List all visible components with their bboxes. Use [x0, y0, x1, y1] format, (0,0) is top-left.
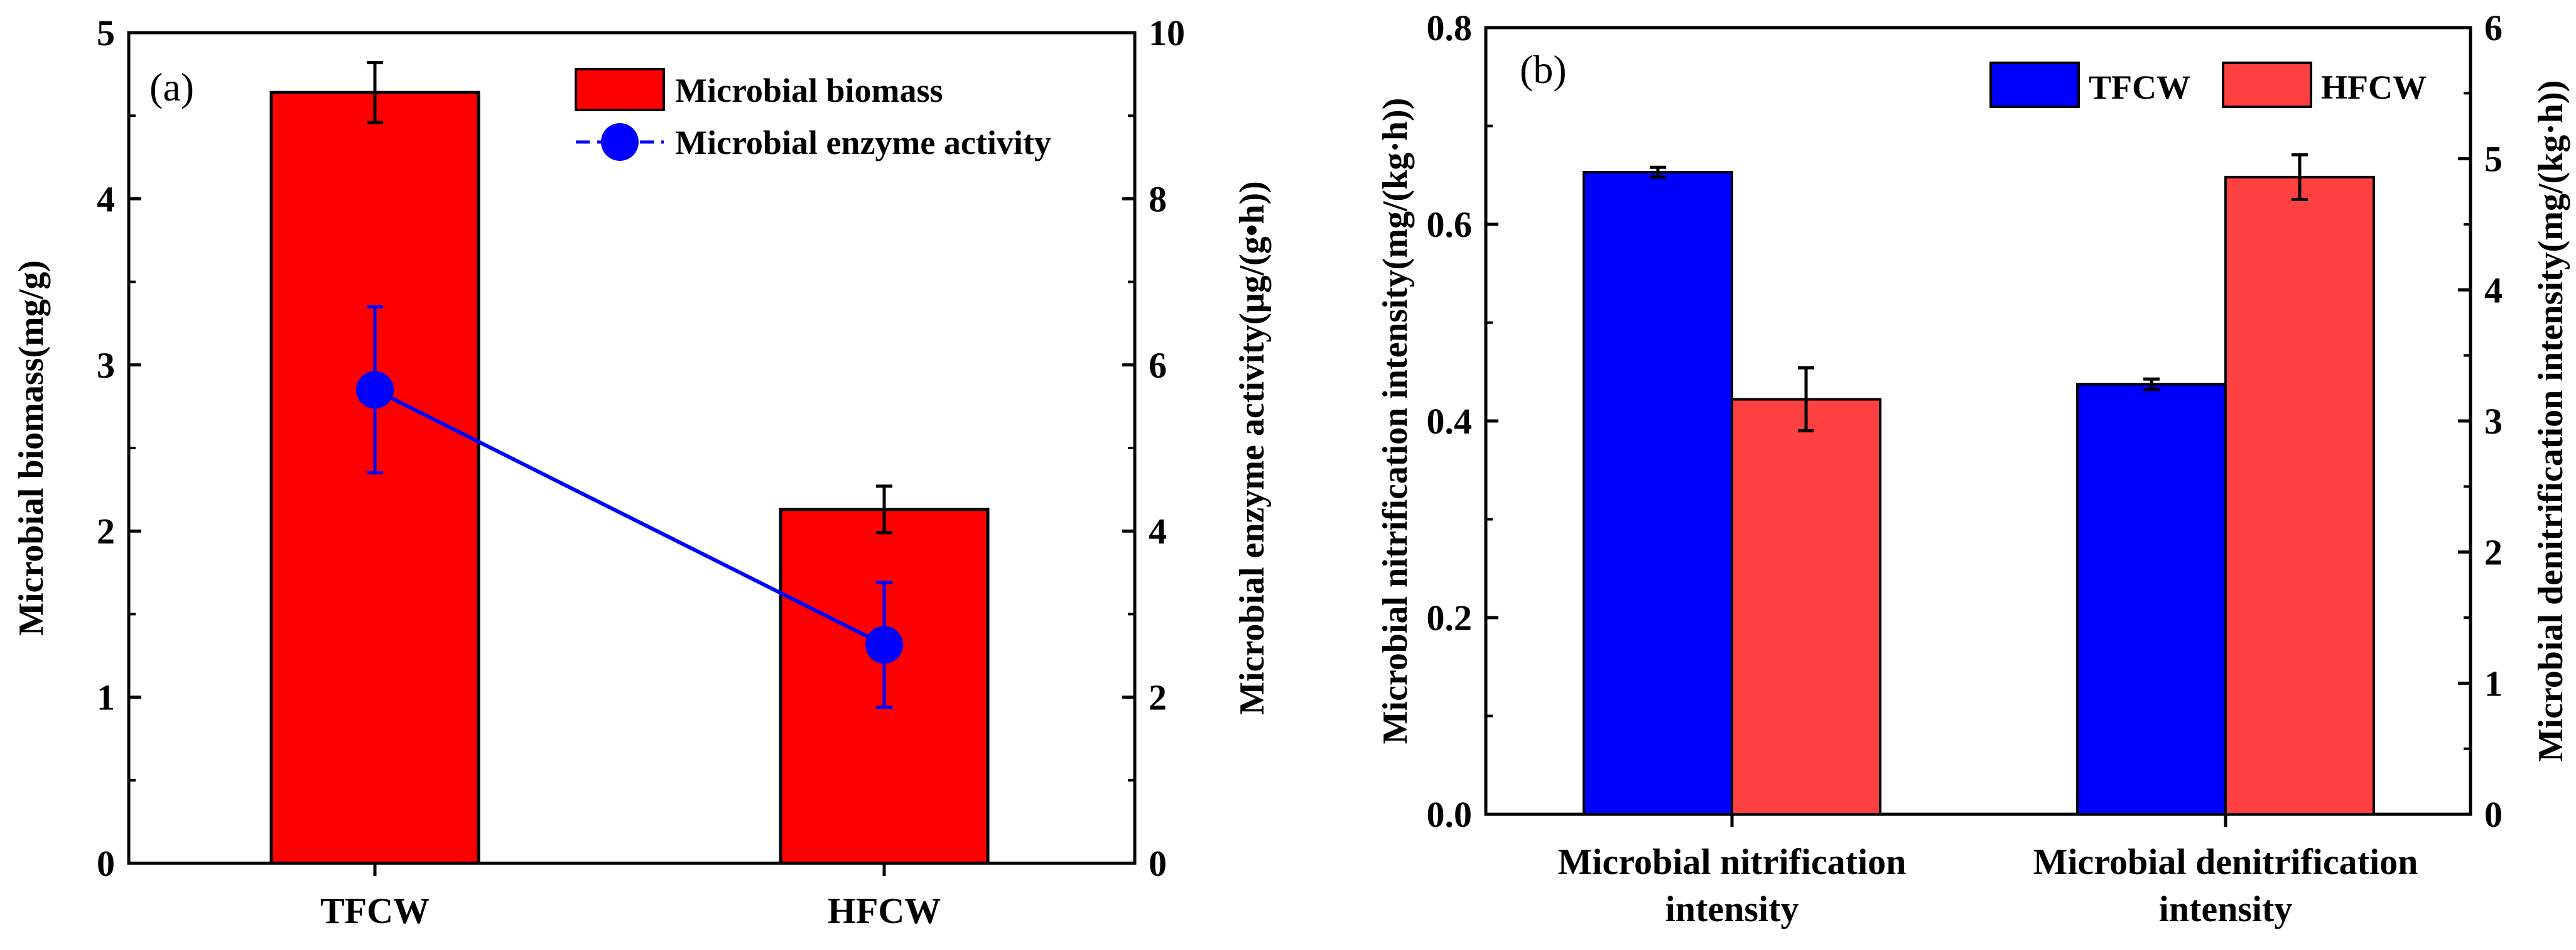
panel-a-right-tick-label-10: 10 — [1149, 13, 1185, 53]
x-tick-label-microbial-nitrification-intensity-line-1: Microbial nitrification — [1558, 841, 1907, 882]
x-tick-label-microbial-nitrification-intensity-line-2: intensity — [1665, 888, 1799, 929]
legend-label-microbial-biomass: Microbial biomass — [675, 72, 943, 109]
x-tick-label-tfcw: TFCW — [320, 890, 430, 931]
legend-swatch-tfcw — [1989, 62, 2080, 108]
x-tick-label-microbial-denitrification-intensity-line-2: intensity — [2159, 888, 2293, 929]
x-tick-label-hfcw: HFCW — [828, 890, 941, 931]
panel-a-label: (a) — [149, 65, 194, 109]
bar-hfcw-microbial-denitrification-intensity — [2224, 175, 2375, 816]
panel-a-right-tick-label-6: 6 — [1149, 345, 1167, 386]
legend-swatch-hfcw — [2222, 62, 2312, 108]
bar-biomass-tfcw — [269, 90, 480, 865]
bar-tfcw-microbial-denitrification-intensity — [2076, 383, 2227, 816]
panel-b-right-tick-label-4: 4 — [2484, 270, 2503, 310]
panel-a-left-tick-label-3: 3 — [97, 345, 115, 386]
point-enzyme-tfcw — [356, 371, 394, 409]
panel-b-label: (b) — [1520, 47, 1567, 92]
panel-a-right-tick-label-8: 8 — [1149, 178, 1167, 219]
panel-b-left-tick-label-0-0: 0.0 — [1427, 794, 1473, 835]
panel-a-right-tick-label-2: 2 — [1149, 677, 1167, 718]
panel-a-right-tick-label-4: 4 — [1149, 511, 1167, 552]
enzyme-activity-line — [374, 388, 885, 647]
panel-b-left-tick-label-0-2: 0.2 — [1427, 598, 1473, 638]
point-enzyme-hfcw — [865, 626, 903, 664]
panel-b-left-tick-label-0-6: 0.6 — [1427, 204, 1473, 245]
panel-b-right-tick-label-6: 6 — [2484, 8, 2503, 48]
legend-marker-enzyme-activity — [601, 123, 639, 161]
panel-b-right-tick-label-0: 0 — [2484, 794, 2503, 835]
panel-b-right-tick-label-3: 3 — [2484, 401, 2503, 442]
legend-label-tfcw: TFCW — [2089, 68, 2190, 106]
legend-label-enzyme-activity: Microbial enzyme activity — [675, 124, 1051, 161]
panel-b: (b) Microbial nitrification intensity(mg… — [1376, 8, 2570, 929]
bar-hfcw-microbial-nitrification-intensity — [1731, 398, 1881, 816]
panel-b-right-tick-label-2: 2 — [2484, 532, 2503, 573]
panel-a-legend: Microbial biomass Microbial enzyme activ… — [575, 68, 1051, 161]
panel-a: (a) Microbial biomass(mg/g) Microbial en… — [12, 13, 1272, 931]
panel-b-right-tick-label-1: 1 — [2484, 663, 2503, 704]
panel-a-y-axis-label: Microbial biomass(mg/g) — [12, 260, 51, 636]
panel-a-left-tick-label-0: 0 — [97, 843, 115, 884]
panel-a-right-tick-label-0: 0 — [1149, 843, 1167, 884]
panel-a-left-tick-label-4: 4 — [97, 178, 115, 219]
panel-a-right-y-axis-label: Microbial enzyme activity(μg/(g•h)) — [1233, 181, 1272, 715]
panel-b-left-tick-label-0-4: 0.4 — [1427, 401, 1473, 442]
legend-swatch-microbial-biomass — [575, 68, 665, 111]
panel-b-y-axis-label: Microbial nitrification intensity(mg/(kg… — [1376, 98, 1415, 745]
x-tick-label-microbial-denitrification-intensity-line-1: Microbial denitrification — [2033, 841, 2418, 882]
panel-b-right-y-axis-label: Microbial denitrification intensity(mg/(… — [2531, 80, 2570, 762]
panel-b-right-tick-label-5: 5 — [2484, 139, 2503, 180]
panel-b-legend: TFCW HFCW — [1989, 62, 2427, 108]
panel-a-left-tick-label-2: 2 — [97, 511, 115, 552]
panel-b-left-tick-label-0-8: 0.8 — [1427, 8, 1473, 48]
panel-a-left-tick-label-5: 5 — [97, 13, 115, 53]
legend-label-hfcw: HFCW — [2321, 68, 2427, 106]
bar-tfcw-microbial-nitrification-intensity — [1583, 171, 1733, 816]
panel-a-left-tick-label-1: 1 — [97, 677, 115, 718]
